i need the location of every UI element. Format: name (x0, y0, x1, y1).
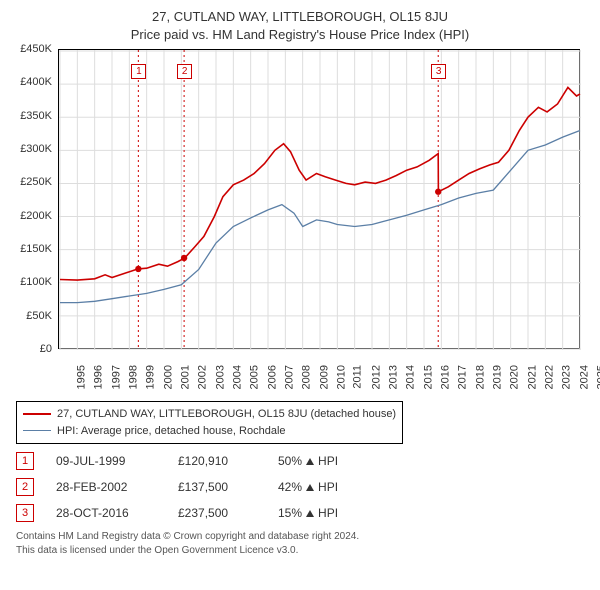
legend-label: HPI: Average price, detached house, Roch… (57, 423, 286, 440)
title-line-1: 27, CUTLAND WAY, LITTLEBOROUGH, OL15 8JU (10, 8, 590, 26)
event-date: 09-JUL-1999 (56, 454, 156, 468)
x-axis-label: 2023 (561, 365, 573, 389)
x-axis-label: 2000 (162, 365, 174, 389)
x-axis-label: 2017 (457, 365, 469, 389)
attribution-footer: Contains HM Land Registry data © Crown c… (16, 530, 590, 557)
event-pct-vs-hpi: 50%HPI (278, 454, 338, 468)
y-axis-label: £200K (20, 210, 52, 222)
y-axis-label: £100K (20, 276, 52, 288)
x-axis-label: 1995 (75, 365, 87, 389)
chart-title: 27, CUTLAND WAY, LITTLEBOROUGH, OL15 8JU… (10, 8, 590, 43)
events-table: 1 09-JUL-1999 £120,910 50%HPI 2 28-FEB-2002 £1… (16, 452, 590, 522)
footer-line-2: This data is licensed under the Open Gov… (16, 544, 590, 558)
event-price: £237,500 (178, 506, 256, 520)
x-axis-label: 2004 (231, 365, 243, 389)
y-axis-label: £50K (26, 310, 52, 322)
x-axis-label: 2022 (543, 365, 555, 389)
y-axis-label: £150K (20, 243, 52, 255)
arrow-up-icon (306, 458, 314, 465)
legend-row: 27, CUTLAND WAY, LITTLEBOROUGH, OL15 8JU… (23, 406, 396, 423)
x-axis-label: 2001 (179, 365, 191, 389)
x-axis-label: 2025 (595, 365, 600, 389)
x-axis-label: 1997 (110, 365, 122, 389)
x-axis-label: 2020 (509, 365, 521, 389)
event-marker-box: 1 (131, 64, 146, 79)
x-axis-label: 2008 (301, 365, 313, 389)
title-line-2: Price paid vs. HM Land Registry's House … (10, 26, 590, 44)
x-axis-label: 1999 (145, 365, 157, 389)
y-axis-label: £0 (40, 343, 52, 355)
legend-label: 27, CUTLAND WAY, LITTLEBOROUGH, OL15 8JU… (57, 406, 396, 423)
x-axis-label: 2007 (283, 365, 295, 389)
x-axis-label: 1996 (93, 365, 105, 389)
x-axis-label: 2011 (352, 365, 364, 389)
event-price: £137,500 (178, 480, 256, 494)
x-axis-label: 2012 (370, 365, 382, 389)
footer-line-1: Contains HM Land Registry data © Crown c… (16, 530, 590, 544)
arrow-up-icon (306, 510, 314, 517)
x-axis-label: 2018 (474, 365, 486, 389)
x-axis-label: 2003 (214, 365, 226, 389)
legend-row: HPI: Average price, detached house, Roch… (23, 423, 396, 440)
event-row: 3 28-OCT-2016 £237,500 15%HPI (16, 504, 590, 522)
event-date: 28-FEB-2002 (56, 480, 156, 494)
event-marker-box: 3 (431, 64, 446, 79)
plot-area: 1 2 3 (58, 49, 580, 349)
chart-container: 27, CUTLAND WAY, LITTLEBOROUGH, OL15 8JU… (0, 0, 600, 563)
x-axis-label: 1998 (127, 365, 139, 389)
legend-swatch (23, 430, 51, 431)
x-axis-label: 2002 (197, 365, 209, 389)
event-marker-box: 2 (177, 64, 192, 79)
legend-box: 27, CUTLAND WAY, LITTLEBOROUGH, OL15 8JU… (16, 401, 403, 444)
chart-area: £0 £50K £100K £150K £200K £250K £300K £350K £400… (10, 49, 590, 395)
event-row: 1 09-JUL-1999 £120,910 50%HPI (16, 452, 590, 470)
event-number-box: 1 (16, 452, 34, 470)
y-axis-label: £400K (20, 76, 52, 88)
x-axis-label: 2019 (491, 365, 503, 389)
event-pct-vs-hpi: 42%HPI (278, 480, 338, 494)
x-axis-label: 2009 (318, 365, 330, 389)
event-row: 2 28-FEB-2002 £137,500 42%HPI (16, 478, 590, 496)
event-date: 28-OCT-2016 (56, 506, 156, 520)
y-axis-label: £300K (20, 143, 52, 155)
x-axis-label: 2005 (249, 365, 261, 389)
event-price: £120,910 (178, 454, 256, 468)
x-axis-label: 2006 (266, 365, 278, 389)
x-axis-label: 2014 (405, 365, 417, 389)
y-axis-label: £350K (20, 110, 52, 122)
x-axis-label: 2015 (422, 365, 434, 389)
x-axis-label: 2010 (335, 365, 347, 389)
x-axis-label: 2024 (578, 365, 590, 389)
y-axis-label: £450K (20, 43, 52, 55)
event-pct-vs-hpi: 15%HPI (278, 506, 338, 520)
event-number-box: 3 (16, 504, 34, 522)
y-axis-label: £250K (20, 176, 52, 188)
legend-swatch (23, 413, 51, 415)
x-axis-label: 2016 (439, 365, 451, 389)
x-axis-label: 2021 (526, 365, 538, 389)
arrow-up-icon (306, 484, 314, 491)
event-number-box: 2 (16, 478, 34, 496)
x-axis-label: 2013 (387, 365, 399, 389)
